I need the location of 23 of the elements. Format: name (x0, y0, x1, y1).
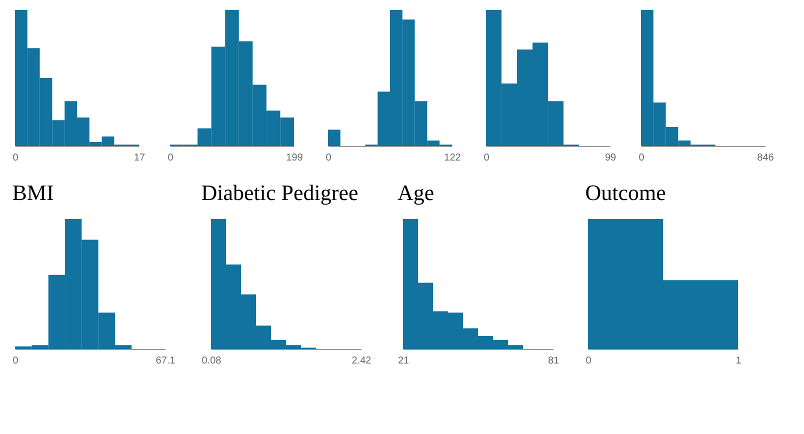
x-tick-label: 0 (484, 152, 490, 164)
x-tick-label: 199 (286, 152, 304, 164)
chart-title: Diabetic Pedigree (201, 180, 358, 205)
x-tick-label: 1 (736, 356, 742, 366)
x-tick-label: 21 (398, 356, 410, 366)
x-tick-label: 0 (326, 152, 332, 164)
x-tick-label: 122 (444, 152, 462, 164)
x-tick-label: 2.42 (352, 356, 372, 366)
x-tick-label: 0.08 (202, 356, 222, 366)
x-tick-label: 0 (638, 152, 645, 164)
x-tick-label: 846 (757, 152, 774, 164)
x-tick-label: 99 (604, 152, 616, 164)
x-tick-label: 0 (12, 152, 19, 164)
chart-title: BMI (12, 180, 54, 205)
chart-title: Age (397, 180, 434, 205)
x-tick-label: 0 (586, 356, 592, 366)
x-tick-label: 67.1 (156, 356, 176, 366)
x-tick-label: 17 (134, 152, 146, 164)
x-tick-label: 0 (12, 356, 19, 366)
x-tick-label: 81 (548, 356, 560, 366)
bar (328, 130, 340, 146)
chart-title: Outcome (585, 180, 666, 205)
x-tick-label: 0 (168, 152, 174, 164)
